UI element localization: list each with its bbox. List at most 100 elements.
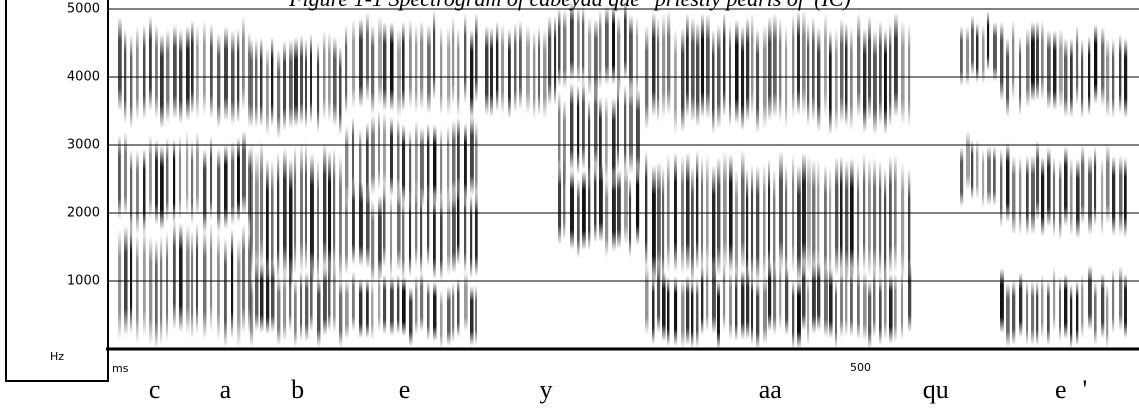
spectrogram-streak <box>1119 266 1123 332</box>
spectrogram-streak <box>155 139 158 225</box>
spectrogram-streak <box>1081 38 1084 119</box>
spectrogram-streak <box>645 150 648 271</box>
spectrogram-streak <box>987 145 991 206</box>
spectrogram-streak <box>605 95 608 186</box>
spectrogram-streak <box>118 229 122 340</box>
spectrogram-streak <box>829 29 832 135</box>
spectrogram-streak <box>203 229 207 340</box>
spectrogram-streak <box>260 36 263 127</box>
spectrogram-streak <box>420 126 424 207</box>
spectrogram-streak <box>1036 140 1040 221</box>
axis-box <box>5 0 109 382</box>
segment-label: e <box>1055 375 1067 404</box>
spectrogram-streak <box>196 223 199 334</box>
spectrogram-streak <box>686 275 690 346</box>
spectrogram-streak <box>427 123 430 204</box>
spectrogram-streak <box>266 264 270 335</box>
spectrogram-streak <box>1006 142 1010 223</box>
spectrogram-streak <box>143 24 146 120</box>
spectrogram-streak <box>824 12 827 118</box>
spectrogram-streak <box>124 131 127 217</box>
spectrogram-streak <box>173 220 176 331</box>
spectrogram-streak <box>908 22 911 128</box>
spectrogram-streak <box>1041 156 1045 237</box>
spectrogram-streak <box>850 26 853 132</box>
spectrogram-streak <box>1047 29 1051 110</box>
spectrogram-streak <box>657 17 660 123</box>
spectrogram-streak <box>812 158 816 279</box>
spectrogram-streak <box>1119 155 1123 236</box>
spectrogram-streak <box>691 165 694 286</box>
spectrogram-streak <box>203 148 207 234</box>
spectrogram-streak <box>582 170 586 251</box>
spectrogram-streak <box>452 188 456 274</box>
spectrogram-streak <box>982 24 985 85</box>
spectrogram-streak <box>686 152 690 273</box>
spectrogram-streak <box>210 23 213 119</box>
spectrogram-streak <box>402 276 406 337</box>
spectrogram-streak <box>345 125 349 206</box>
spectrogram-streak <box>464 271 468 332</box>
spectrogram-streak <box>283 271 287 342</box>
spectrogram-streak <box>617 15 621 96</box>
spectrogram-streak <box>835 27 838 133</box>
spectrogram-streak <box>845 159 849 280</box>
spectrogram-streak <box>457 117 460 198</box>
spectrogram-streak <box>863 271 867 342</box>
spectrogram-streak <box>409 129 412 210</box>
y-tick-label: 3000 <box>67 138 100 153</box>
spectrogram-streak <box>792 279 795 350</box>
spectrogram-streak <box>548 15 552 106</box>
spectrogram-streak <box>1036 280 1039 346</box>
spectrogram-streak <box>857 269 860 340</box>
spectrogram-streak <box>475 121 478 202</box>
spectrogram-streak <box>196 131 199 217</box>
segment-label: c <box>149 375 161 404</box>
spectrogram-streak <box>490 27 494 118</box>
spectrogram-streak <box>1094 146 1097 227</box>
spectrogram-streak <box>976 139 979 200</box>
spectrogram-streak <box>594 162 597 243</box>
spectrogram-streak <box>889 155 892 276</box>
spectrogram-streak <box>797 10 800 116</box>
spectrogram-streak <box>729 23 732 129</box>
spectrogram-streak <box>1031 154 1035 235</box>
spectrogram-streak <box>768 158 771 279</box>
spectrogram-streak <box>868 15 872 121</box>
spectrogram-streak <box>1070 37 1073 118</box>
spectrogram-streak <box>333 146 336 277</box>
spectrogram-streak <box>594 82 598 173</box>
spectrogram-streak <box>305 39 308 130</box>
spectrogram-streak <box>508 28 511 119</box>
spectrogram-streak <box>605 5 609 86</box>
spectrogram-streak <box>300 143 303 274</box>
spectrogram-streak <box>266 158 269 289</box>
spectrogram-streak <box>366 278 369 339</box>
spectrogram-streak <box>371 24 375 115</box>
spectrogram-streak <box>440 289 443 350</box>
spectrogram-streak <box>1106 37 1110 118</box>
spectrogram-streak <box>873 157 877 278</box>
spectrogram-streak <box>588 98 591 189</box>
spectrogram-streak <box>409 18 412 109</box>
spectrogram-streak <box>526 24 530 115</box>
spectrogram-streak <box>149 15 152 111</box>
spectrogram-streak <box>231 228 234 339</box>
spectrogram-streak <box>464 122 467 203</box>
spectrogram-streak <box>966 26 970 87</box>
spectrogram-streak <box>359 181 363 267</box>
spectrogram-streak <box>845 22 848 128</box>
spectrogram-streak <box>402 21 405 112</box>
spectrogram-streak <box>397 28 401 119</box>
spectrogram-streak <box>1000 147 1003 228</box>
spectrogram-streak <box>612 97 616 188</box>
spectrogram-streak <box>514 22 517 113</box>
spectrogram-streak <box>231 30 235 126</box>
spectrogram-streak <box>300 34 304 125</box>
spectrogram-streak <box>378 15 382 106</box>
spectrogram-streak <box>756 164 760 285</box>
spectrogram-streak <box>599 96 602 187</box>
spectrogram-streak <box>420 20 424 111</box>
spectrogram-streak <box>570 1 574 82</box>
spectrogram-streak <box>763 162 766 283</box>
